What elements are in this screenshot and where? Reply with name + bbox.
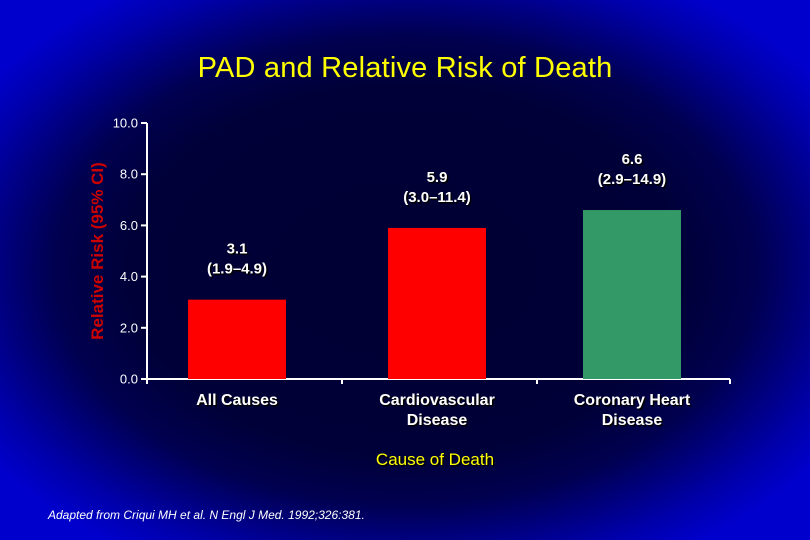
category-label-shadow: Disease	[408, 414, 469, 431]
data-labels: 3.13.1(1.9–4.9)(1.9–4.9)5.95.9(3.0–11.4)…	[207, 151, 668, 279]
data-label-ci: (2.9–14.9)	[598, 171, 666, 188]
bar	[188, 299, 286, 379]
y-axis-label-group: Relative Risk (95% CI)	[88, 162, 107, 340]
y-axis-label: Relative Risk (95% CI)	[88, 162, 107, 340]
category-label: Coronary Heart	[574, 392, 691, 409]
category-label-shadow: Disease	[603, 414, 664, 431]
data-label-value: 5.9	[427, 169, 448, 186]
category-label: All Causes	[196, 392, 278, 409]
data-label-value-shadow: 6.6	[623, 153, 644, 170]
category-label-shadow: Cardiovascular	[381, 394, 497, 411]
source-citation: Adapted from Criqui MH et al. N Engl J M…	[48, 508, 365, 522]
chart-title: PAD and Relative Risk of Death	[197, 52, 613, 84]
data-label-ci-shadow: (3.0–11.4)	[405, 190, 473, 207]
data-label-ci: (1.9–4.9)	[207, 261, 267, 278]
y-tick-label: 6.0	[120, 218, 138, 233]
category-label: Disease	[602, 412, 663, 429]
y-tick-label: 10.0	[113, 116, 138, 131]
category-label: Cardiovascular	[379, 392, 495, 409]
y-tick-label: 4.0	[120, 269, 138, 284]
data-label-value-shadow: 5.9	[428, 170, 449, 187]
category-label: Disease	[407, 412, 468, 429]
data-label-value-shadow: 3.1	[228, 242, 249, 259]
data-label-ci: (3.0–11.4)	[403, 189, 471, 206]
y-tick-label: 8.0	[120, 167, 138, 182]
category-label-shadow: All Causes	[198, 394, 280, 411]
data-label-ci-shadow: (1.9–4.9)	[208, 262, 268, 279]
y-ticks: 0.0 2.0 4.0 6.0 8.0 10.0	[113, 116, 147, 387]
y-tick-label: 2.0	[120, 320, 138, 335]
x-axis-label-shadow: Cause of Death	[377, 452, 495, 471]
data-label-value: 6.6	[622, 151, 643, 168]
data-label-value: 3.1	[227, 241, 248, 258]
bar	[583, 210, 681, 379]
x-axis-label: Cause of Death	[376, 450, 494, 469]
bars	[188, 210, 681, 379]
data-label-ci-shadow: (2.9–14.9)	[599, 173, 667, 190]
category-label-shadow: Coronary Heart	[575, 394, 692, 411]
y-tick-label: 0.0	[120, 372, 138, 387]
bar	[388, 227, 486, 379]
